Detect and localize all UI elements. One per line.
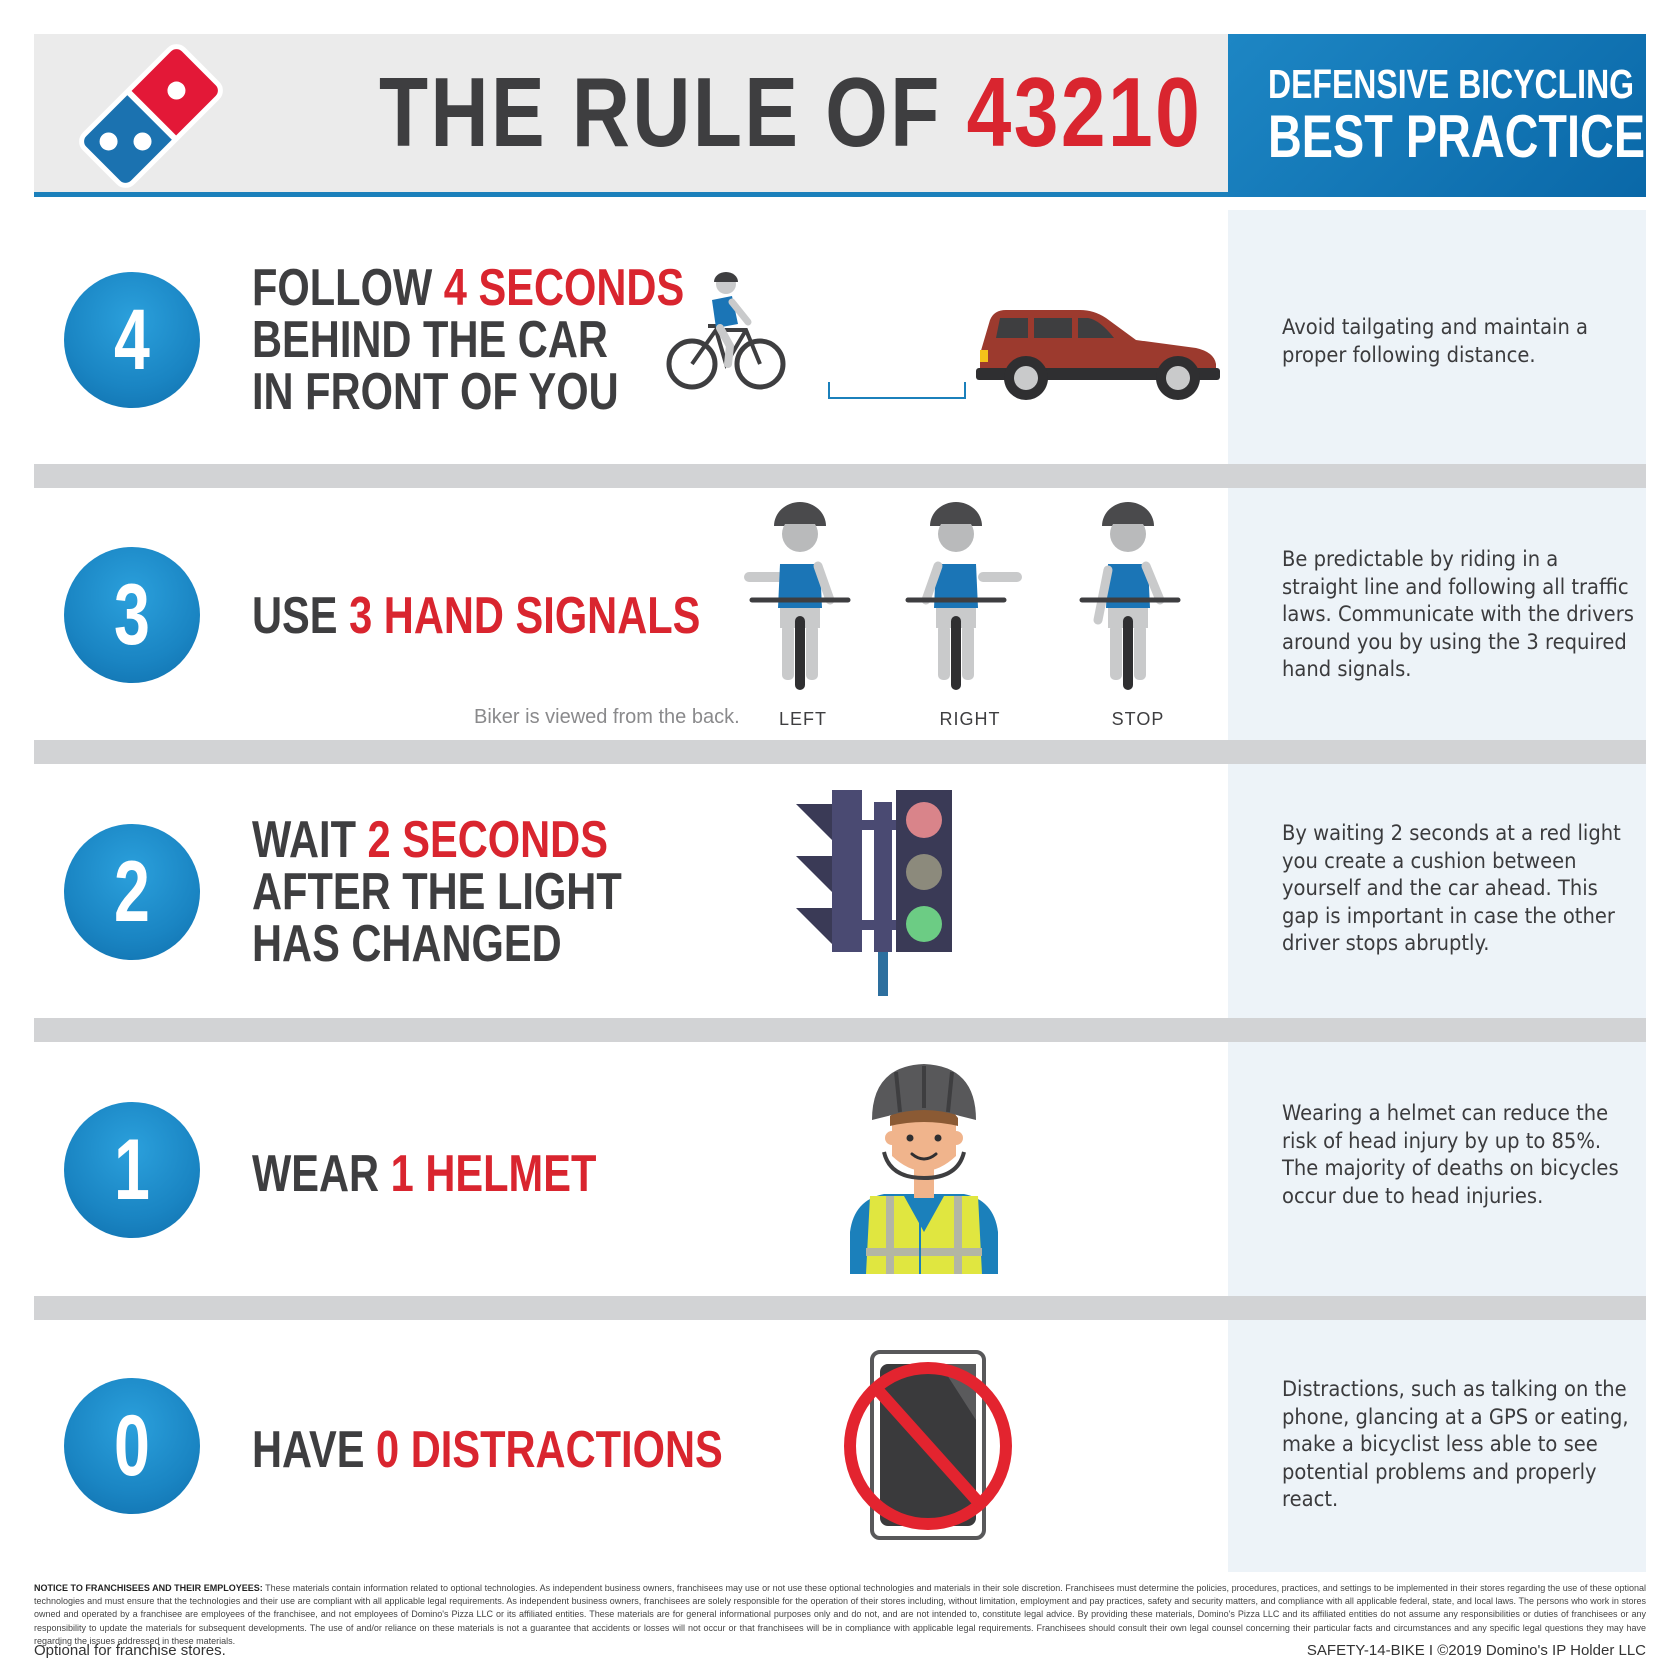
rule-0-description-panel [1228, 1320, 1646, 1572]
legal-notice-body: These materials contain information rela… [34, 1583, 1646, 1646]
rule-row-1: 1 WEAR 1 HELMET Wearing a helmet can red… [34, 1042, 1646, 1296]
rule-description: By waiting 2 seconds at a red light you … [1282, 821, 1621, 955]
rule-row-0: 0 HAVE 0 DISTRACTIONS Distractions, such… [34, 1320, 1646, 1572]
rule-number-badge: 0 [64, 1378, 200, 1514]
rule-description: Avoid tailgating and maintain a proper f… [1282, 315, 1589, 367]
subtitle-line-1: DEFENSIVE BICYCLING [1268, 61, 1635, 107]
helmet-rider-icon [850, 1064, 998, 1274]
car-icon [976, 310, 1220, 400]
legal-notice: NOTICE TO FRANCHISEES AND THEIR EMPLOYEE… [34, 1582, 1646, 1648]
header-subtitle-panel: DEFENSIVE BICYCLING BEST PRACTICES [1228, 34, 1677, 197]
rule-headline: WEAR 1 HELMET [252, 1145, 597, 1203]
row-divider [34, 740, 1646, 764]
rule-3-description-panel [1228, 488, 1646, 740]
signal-stop-icon [1079, 502, 1181, 690]
row-divider [34, 464, 1646, 488]
rule-headline: HAVE 0 DISTRACTIONS [252, 1421, 723, 1479]
rule-headline: FOLLOW 4 SECONDS BEHIND THE CAR IN FRONT… [252, 259, 685, 421]
footer-copyright: SAFETY-14-BIKE I ©2019 Domino's IP Holde… [1306, 1642, 1646, 1659]
rule-description: Wearing a helmet can reduce the risk of … [1282, 1101, 1619, 1208]
rule-row-2: 2 WAIT 2 SECONDS AFTER THE LIGHT HAS CHA… [34, 764, 1646, 1018]
subtitle-line-2: BEST PRACTICES [1268, 103, 1677, 170]
traffic-light-icon [796, 790, 952, 996]
rule-row-4: 4 FOLLOW 4 SECONDS BEHIND THE CAR IN FRO… [34, 210, 1646, 464]
dominos-logo-icon [79, 44, 223, 188]
no-phone-icon [844, 1350, 1012, 1540]
footer-note: Optional for franchise stores. [34, 1642, 226, 1659]
rule-4-description-panel [1228, 210, 1646, 464]
rule-1-description-panel [1228, 1042, 1646, 1296]
legal-notice-title: NOTICE TO FRANCHISEES AND THEIR EMPLOYEE… [34, 1583, 263, 1593]
row-divider [34, 1296, 1646, 1320]
signal-caption: Biker is viewed from the back. [474, 706, 740, 728]
signal-label-left: LEFT [778, 709, 827, 729]
page-title: THE RULE OF 43210 [379, 57, 1203, 167]
signal-label-stop: STOP [1111, 709, 1165, 729]
page-title-number: 43210 [966, 57, 1203, 167]
cyclist-icon [666, 272, 786, 390]
signal-left-icon [744, 502, 851, 690]
rule-number-badge: 4 [64, 272, 200, 408]
rule-description: Be predictable by riding in a straight l… [1282, 547, 1634, 681]
rule-2-description-panel [1228, 764, 1646, 1018]
rule-headline: USE 3 HAND SIGNALS [252, 587, 701, 645]
rule-description: Distractions, such as talking on the pho… [1282, 1377, 1629, 1511]
distance-bracket [828, 382, 966, 399]
rule-number-badge: 3 [64, 547, 200, 683]
header-title-panel: THE RULE OF 43210 [34, 34, 1228, 197]
row-divider [34, 1018, 1646, 1042]
signal-right-icon [905, 502, 1022, 690]
header: THE RULE OF 43210 DEFENSIVE BICYCLING BE… [34, 34, 1677, 197]
rule-number-badge: 1 [64, 1102, 200, 1238]
rule-number-badge: 2 [64, 824, 200, 960]
rule-row-3: 3 USE 3 HAND SIGNALS [34, 488, 1646, 740]
rule-headline: WAIT 2 SECONDS AFTER THE LIGHT HAS CHANG… [252, 811, 622, 973]
signal-label-right: RIGHT [939, 709, 1001, 729]
